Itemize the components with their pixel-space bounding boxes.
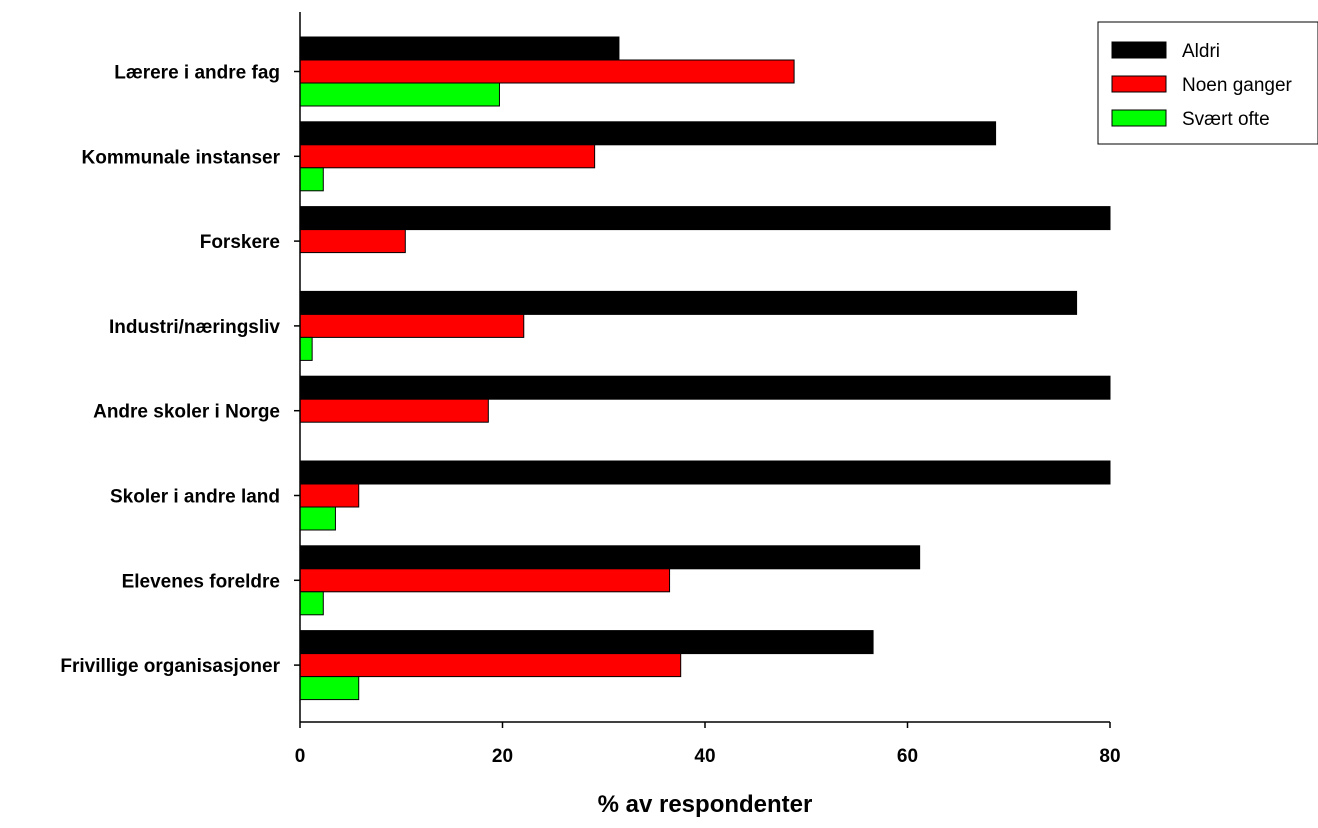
bar-5-series-2: [299, 398, 489, 423]
bar-7-series-1: [299, 545, 921, 570]
category-label: Elevenes foreldre: [122, 571, 280, 592]
category-label: Forskere: [200, 232, 280, 253]
legend: Aldri Noen ganger Svært ofte: [1097, 21, 1318, 145]
x-tick-label: 20: [492, 746, 513, 767]
x-tick-label: 60: [897, 746, 918, 767]
bar-7-series-2: [299, 568, 671, 593]
axes-layer: [294, 12, 1111, 728]
x-tick-label: 0: [295, 746, 306, 767]
bar-6-series-1: [299, 460, 1111, 485]
bar-7-series-3: [299, 591, 324, 616]
legend-label: Noen ganger: [1182, 75, 1293, 96]
bar-6-series-2: [299, 483, 360, 508]
bar-2-series-3: [299, 167, 324, 192]
bar-1-series-2: [299, 59, 795, 84]
category-label: Kommunale instanser: [82, 147, 281, 168]
bar-4-series-1: [299, 290, 1078, 315]
bar-3-series-1: [299, 206, 1111, 231]
bars-layer: [299, 36, 1111, 701]
bar-5-series-1: [299, 375, 1111, 400]
category-label: Andre skoler i Norge: [93, 402, 280, 423]
x-axis-title: % av respondenter: [598, 791, 813, 818]
bar-3-series-2: [299, 229, 406, 254]
bar-2-series-2: [299, 144, 596, 169]
bar-4-series-3: [299, 336, 313, 361]
legend-swatch: [1111, 75, 1167, 93]
bar-8-series-2: [299, 653, 682, 678]
category-label: Industri/næringsliv: [109, 317, 280, 338]
labels-layer: Lærere i andre fag Kommunale instanser For…: [60, 63, 1120, 768]
bar-8-series-3: [299, 676, 360, 701]
bar-8-series-1: [299, 630, 874, 655]
category-label: Skoler i andre land: [110, 487, 280, 508]
bar-2-series-1: [299, 121, 997, 146]
category-label: Frivillige organisasjoner: [60, 656, 280, 677]
legend-label: Svært ofte: [1182, 109, 1270, 130]
bar-6-series-3: [299, 506, 336, 531]
legend-swatch: [1111, 41, 1167, 59]
bar-1-series-1: [299, 36, 620, 61]
bar-4-series-2: [299, 313, 525, 338]
legend-swatch: [1111, 109, 1167, 127]
x-tick-label: 40: [694, 746, 715, 767]
legend-label: Aldri: [1182, 41, 1220, 62]
x-tick-label: 80: [1099, 746, 1120, 767]
category-label: Lærere i andre fag: [114, 63, 280, 84]
bar-1-series-3: [299, 82, 500, 107]
